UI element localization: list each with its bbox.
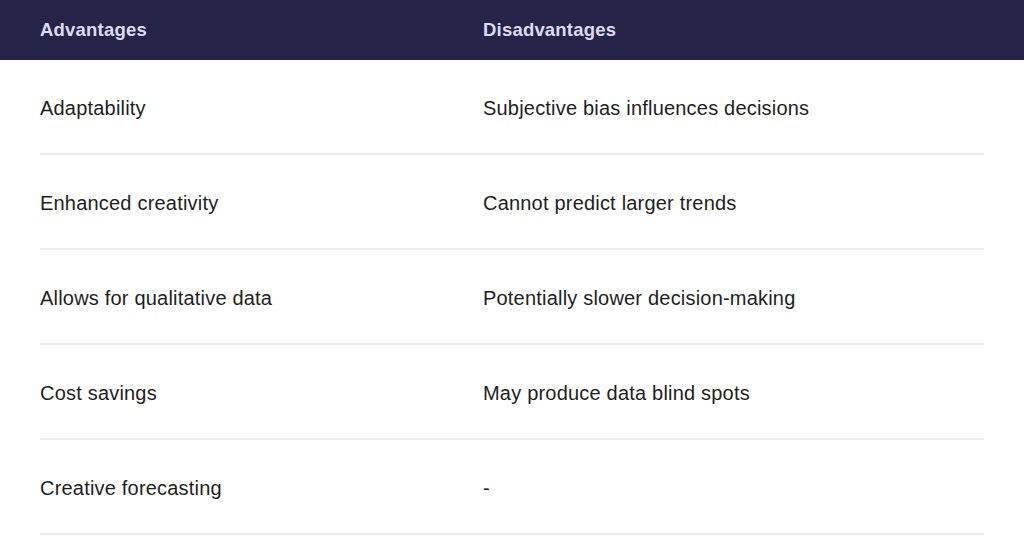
advantage-cell: Creative forecasting bbox=[0, 475, 443, 501]
table-row: Allows for qualitative data Potentially … bbox=[0, 250, 1024, 345]
column-header-disadvantages: Disadvantages bbox=[443, 19, 1024, 41]
advantage-cell: Enhanced creativity bbox=[0, 190, 443, 216]
table-header-row: Advantages Disadvantages bbox=[0, 0, 1024, 60]
disadvantage-cell: Cannot predict larger trends bbox=[443, 190, 1024, 216]
table-row: Cost savings May produce data blind spot… bbox=[0, 345, 1024, 440]
table-row: Adaptability Subjective bias influences … bbox=[0, 60, 1024, 155]
advantage-cell: Allows for qualitative data bbox=[0, 285, 443, 311]
table-row: Creative forecasting - bbox=[0, 440, 1024, 535]
advantage-cell: Adaptability bbox=[0, 95, 443, 121]
disadvantage-cell: Potentially slower decision-making bbox=[443, 285, 1024, 311]
table-row: Enhanced creativity Cannot predict large… bbox=[0, 155, 1024, 250]
comparison-table: Advantages Disadvantages Adaptability Su… bbox=[0, 0, 1024, 537]
column-header-advantages: Advantages bbox=[0, 19, 443, 41]
disadvantage-cell: May produce data blind spots bbox=[443, 380, 1024, 406]
advantage-cell: Cost savings bbox=[0, 380, 443, 406]
disadvantage-cell: Subjective bias influences decisions bbox=[443, 95, 1024, 121]
disadvantage-cell: - bbox=[443, 475, 1024, 501]
